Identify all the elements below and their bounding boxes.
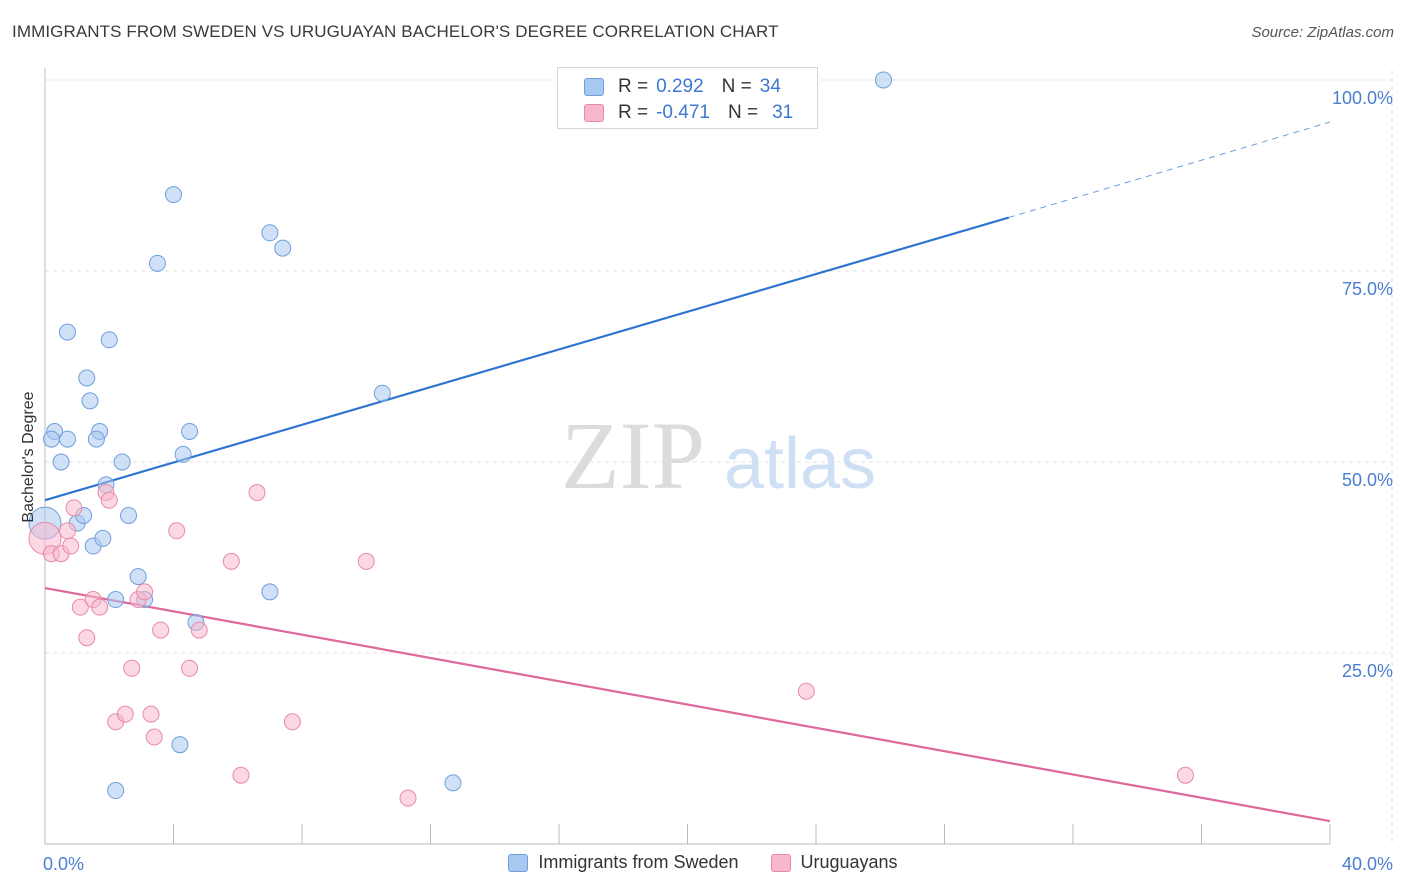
data-point-sweden xyxy=(113,453,131,471)
chart-title: IMMIGRANTS FROM SWEDEN VS URUGUAYAN BACH… xyxy=(12,22,779,41)
data-point-uruguayans xyxy=(357,552,375,570)
data-point-sweden xyxy=(81,392,99,410)
grid-lines xyxy=(45,70,1393,844)
n-value: 34 xyxy=(759,76,781,97)
trend-lines xyxy=(44,121,1331,823)
data-point-uruguayans xyxy=(232,766,250,784)
data-point-uruguayans xyxy=(152,621,170,639)
data-point-sweden xyxy=(94,529,112,547)
data-point-uruguayans xyxy=(145,728,163,746)
legend-swatch-sweden xyxy=(508,853,529,872)
data-point-sweden xyxy=(107,591,125,609)
data-point-uruguayans xyxy=(399,789,417,807)
ticks: 0.0% 40.0% 25.0% 50.0% 75.0% 100.0% xyxy=(43,88,1393,874)
legend-item-uruguayans[interactable]: Uruguayans xyxy=(770,852,898,873)
data-point-sweden xyxy=(107,782,125,800)
data-point-uruguayans xyxy=(58,522,76,540)
r-label: R = xyxy=(618,102,649,123)
watermark-zip: ZIP xyxy=(561,402,705,509)
x-tick-label: 0.0% xyxy=(43,854,84,874)
data-point-sweden xyxy=(274,239,292,257)
sweden-swatch xyxy=(584,78,604,96)
data-point-sweden xyxy=(78,369,96,387)
trend-line-1 xyxy=(44,586,1331,823)
trend-line-extension-0 xyxy=(1008,121,1331,218)
data-point-uruguayans xyxy=(181,659,199,677)
data-point-sweden xyxy=(261,224,279,242)
data-point-sweden xyxy=(261,583,279,601)
data-point-uruguayans xyxy=(283,713,301,731)
data-point-sweden xyxy=(120,506,138,524)
r-value: 0.292 xyxy=(656,76,704,97)
data-point-sweden xyxy=(373,384,391,402)
data-point-sweden xyxy=(42,430,60,448)
data-point-uruguayans xyxy=(797,682,815,700)
data-point-sweden xyxy=(148,254,166,272)
data-point-sweden xyxy=(874,71,892,89)
data-point-sweden xyxy=(52,453,70,471)
r-label: R = xyxy=(618,76,649,97)
uruguayans-swatch xyxy=(584,104,604,122)
data-point-sweden xyxy=(87,430,105,448)
data-point-sweden xyxy=(165,186,182,204)
data-point-uruguayans xyxy=(248,484,266,502)
stats-legend: R = 0.292 N = 34 R = -0.471 N = 31 xyxy=(557,67,818,129)
y-tick-label: 100.0% xyxy=(1332,88,1393,108)
legend-label-sweden: Immigrants from Sweden xyxy=(538,852,739,872)
data-point-uruguayans xyxy=(71,598,89,616)
data-point-sweden xyxy=(181,422,199,440)
watermark: ZIP atlas xyxy=(561,402,876,509)
n-label: N = xyxy=(721,76,752,97)
data-point-uruguayans xyxy=(190,621,208,639)
legend-item-sweden[interactable]: Immigrants from Sweden xyxy=(508,852,739,873)
data-point-sweden xyxy=(174,445,192,463)
data-point-sweden xyxy=(58,323,76,341)
data-point-uruguayans xyxy=(91,598,109,616)
stats-legend-row-uruguayans: R = -0.471 N = 31 xyxy=(584,100,793,126)
n-value: 31 xyxy=(772,102,794,123)
y-axis-label: Bachelor's Degree xyxy=(20,391,37,522)
data-points xyxy=(28,71,1194,807)
data-point-sweden xyxy=(444,774,462,792)
data-point-uruguayans xyxy=(123,659,141,677)
series-legend: Immigrants from Sweden Uruguayans xyxy=(0,852,1406,873)
legend-label-uruguayans: Uruguayans xyxy=(800,852,898,872)
x-tick-label: 40.0% xyxy=(1342,854,1393,874)
data-point-sweden xyxy=(58,430,76,448)
data-point-uruguayans xyxy=(78,629,96,647)
data-point-uruguayans xyxy=(116,705,134,723)
stats-legend-row-sweden: R = 0.292 N = 34 xyxy=(584,74,781,100)
r-value: -0.471 xyxy=(656,102,710,123)
data-point-uruguayans xyxy=(62,537,80,555)
data-point-uruguayans xyxy=(168,522,186,540)
n-label: N = xyxy=(727,102,759,123)
data-point-sweden xyxy=(100,331,118,349)
data-point-uruguayans xyxy=(65,499,83,517)
legend-swatch-uruguayans xyxy=(770,853,791,872)
watermark-atlas: atlas xyxy=(724,424,876,504)
data-point-sweden xyxy=(129,568,147,586)
data-point-uruguayans xyxy=(1176,766,1194,784)
y-tick-label: 75.0% xyxy=(1342,279,1393,299)
data-point-uruguayans xyxy=(100,491,118,509)
data-point-sweden xyxy=(171,736,189,754)
y-tick-label: 25.0% xyxy=(1342,661,1393,681)
data-point-uruguayans xyxy=(142,705,160,723)
source-label: Source: ZipAtlas.com xyxy=(1251,24,1394,41)
data-point-uruguayans xyxy=(136,583,154,601)
y-tick-label: 50.0% xyxy=(1342,470,1393,490)
data-point-uruguayans xyxy=(222,552,240,570)
trend-line-0 xyxy=(44,216,1010,502)
